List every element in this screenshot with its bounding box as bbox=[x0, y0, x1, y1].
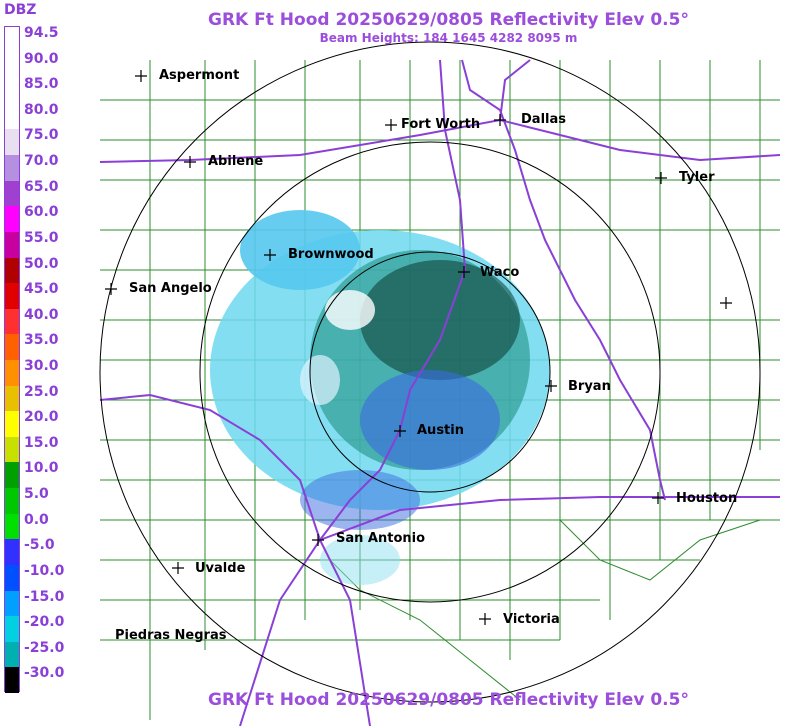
city-label-san-antonio: San Antonio bbox=[336, 531, 426, 546]
legend-label: -5.0 bbox=[24, 537, 55, 554]
city-label-uvalde: Uvalde bbox=[195, 561, 246, 576]
legend-label: 0.0 bbox=[24, 511, 49, 528]
legend-color-band bbox=[5, 513, 19, 540]
legend-color-band bbox=[5, 667, 19, 694]
legend-label: -25.0 bbox=[24, 639, 65, 656]
city-label-austin: Austin bbox=[417, 423, 464, 438]
color-scale-bar bbox=[4, 26, 20, 694]
city-label-waco: Waco bbox=[480, 265, 520, 280]
legend-label: -10.0 bbox=[24, 562, 65, 579]
legend-label: -20.0 bbox=[24, 614, 65, 631]
city-label-abilene: Abilene bbox=[208, 154, 264, 169]
legend-color-band bbox=[5, 411, 19, 438]
highways bbox=[99, 59, 781, 726]
legend-color-band bbox=[5, 257, 19, 284]
city-label-brownwood: Brownwood bbox=[288, 247, 374, 262]
legend-label: 55.0 bbox=[24, 229, 59, 246]
legend-color-band bbox=[5, 641, 19, 668]
legend-label: 20.0 bbox=[24, 409, 59, 426]
legend-color-band bbox=[5, 334, 19, 361]
city-label-aspermont: Aspermont bbox=[159, 68, 240, 83]
legend-label: -15.0 bbox=[24, 588, 65, 605]
legend-label: 35.0 bbox=[24, 332, 59, 349]
legend-label: 30.0 bbox=[24, 358, 59, 374]
legend-color-band bbox=[5, 283, 19, 310]
legend-label: 90.0 bbox=[24, 50, 59, 67]
legend-color-band bbox=[5, 231, 19, 258]
legend-color-band bbox=[5, 103, 19, 130]
legend-label: -30.0 bbox=[24, 665, 65, 682]
legend-label: 40.0 bbox=[24, 306, 59, 323]
legend-label: 94.5 bbox=[24, 25, 59, 41]
footer-title: GRK Ft Hood 20250629/0805 Reflectivity E… bbox=[208, 690, 689, 710]
city-label-tyler: Tyler bbox=[679, 170, 715, 185]
legend-label: 10.0 bbox=[24, 460, 59, 477]
legend-color-band bbox=[5, 180, 19, 207]
legend-label: 45.0 bbox=[24, 281, 59, 298]
legend-color-band bbox=[5, 78, 19, 105]
legend-color-band bbox=[5, 385, 19, 412]
legend-label: 70.0 bbox=[24, 153, 59, 170]
legend-label: 85.0 bbox=[24, 76, 59, 93]
legend-color-band bbox=[5, 488, 19, 515]
beam-heights: Beam Heights: 184 1645 4282 8095 m bbox=[319, 31, 578, 45]
legend-color-band bbox=[5, 564, 19, 591]
legend-label: 75.0 bbox=[24, 127, 59, 144]
legend-label: 60.0 bbox=[24, 204, 59, 221]
page-title: GRK Ft Hood 20250629/0805 Reflectivity E… bbox=[208, 10, 689, 30]
legend: DBZ 94.5 90.0 85.0 80.0 75.0 70.0 65.0 60.0 55.0… bbox=[0, 0, 100, 726]
city-label-fort-worth: Fort Worth bbox=[401, 117, 481, 132]
city-label-piedras-negras: Piedras Negras bbox=[115, 628, 227, 643]
legend-label: 25.0 bbox=[24, 383, 59, 400]
legend-unit: DBZ bbox=[4, 2, 37, 18]
city-label-victoria: Victoria bbox=[503, 612, 560, 627]
city-label-san-angelo: San Angelo bbox=[129, 281, 212, 296]
legend-label: 50.0 bbox=[24, 255, 59, 272]
legend-label: 15.0 bbox=[24, 434, 59, 451]
legend-label: 5.0 bbox=[24, 486, 49, 503]
city-markers bbox=[105, 70, 732, 625]
legend-color-band bbox=[5, 206, 19, 233]
city-label-dallas: Dallas bbox=[521, 112, 566, 127]
range-rings bbox=[99, 41, 761, 703]
legend-color-band bbox=[5, 436, 19, 463]
legend-color-band bbox=[5, 27, 19, 53]
legend-label: 80.0 bbox=[24, 101, 59, 118]
legend-color-band bbox=[5, 616, 19, 643]
legend-color-band bbox=[5, 52, 19, 79]
city-label-bryan: Bryan bbox=[568, 379, 611, 394]
legend-color-band bbox=[5, 129, 19, 156]
city-label-houston: Houston bbox=[676, 491, 738, 506]
legend-label: 65.0 bbox=[24, 178, 59, 195]
legend-color-band bbox=[5, 462, 19, 489]
radar-echoes bbox=[210, 210, 550, 585]
legend-color-band bbox=[5, 155, 19, 182]
legend-color-band bbox=[5, 308, 19, 335]
legend-color-band bbox=[5, 360, 19, 386]
legend-color-band bbox=[5, 539, 19, 566]
legend-color-band bbox=[5, 590, 19, 617]
